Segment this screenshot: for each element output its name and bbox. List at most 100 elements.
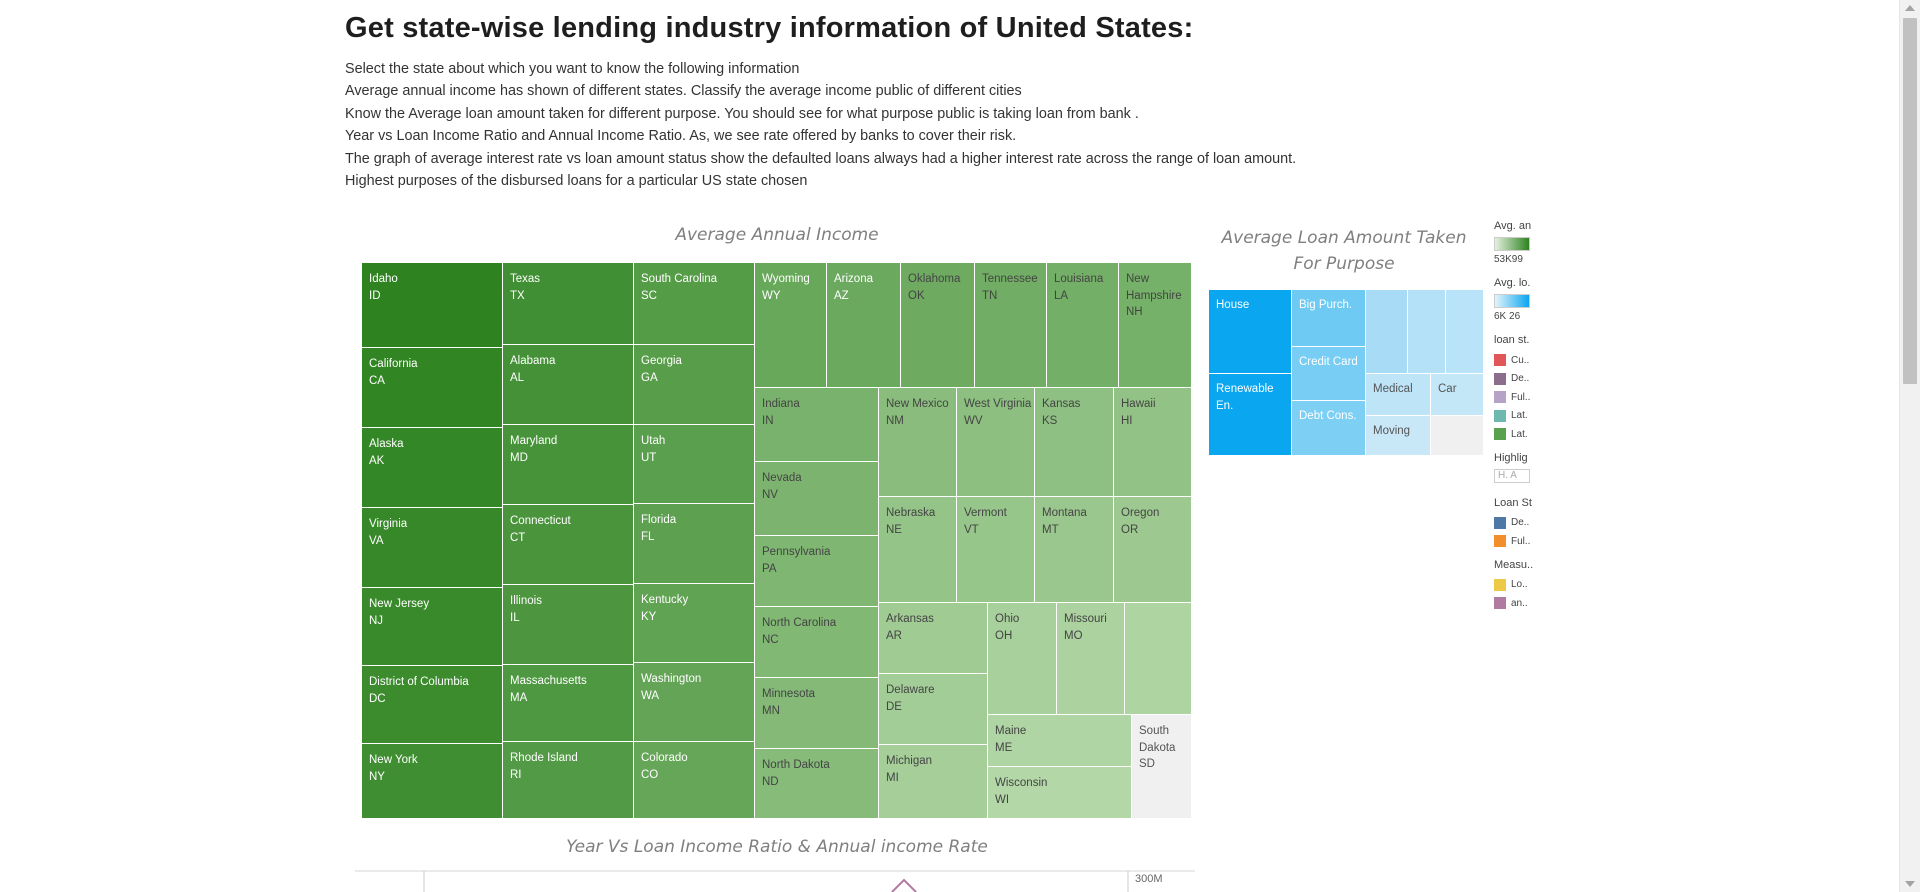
purpose-tile[interactable]	[1446, 290, 1484, 374]
state-tile[interactable]: New York NY	[362, 744, 503, 819]
state-tile[interactable]: Georgia GA	[634, 345, 755, 425]
state-name: Washington	[641, 673, 702, 685]
state-name: Vermont	[964, 507, 1007, 519]
state-tile[interactable]: Maine ME	[988, 715, 1132, 767]
state-tile[interactable]: New Jersey NJ	[362, 588, 503, 666]
state-tile[interactable]	[1125, 603, 1192, 715]
income-range: 53K99	[1494, 254, 1523, 265]
state-tile[interactable]: Minnesota MN	[755, 678, 879, 749]
purpose-label: Big Purch.	[1299, 299, 1353, 311]
state-tile[interactable]: Utah UT	[634, 425, 755, 504]
income-treemap[interactable]: Idaho ID California CA Alaska AK Virginia VA New…	[362, 263, 1192, 819]
legend-item[interactable]: an..	[1494, 594, 1534, 613]
purpose-tile[interactable]: Renewable En.	[1209, 374, 1292, 456]
purpose-tile[interactable]	[1408, 290, 1446, 374]
state-tile[interactable]: Connecticut CT	[503, 505, 634, 585]
purpose-tile[interactable]: Car	[1431, 374, 1484, 416]
purpose-tile[interactable]: Debt Cons.	[1292, 401, 1366, 456]
purpose-tile[interactable]: House	[1209, 290, 1292, 374]
purpose-tile[interactable]	[1431, 416, 1484, 456]
state-tile[interactable]: Nebraska NE	[879, 497, 957, 603]
state-name: South Carolina	[641, 273, 718, 285]
state-name: Ohio	[995, 613, 1020, 625]
state-tile[interactable]: West Virginia WV	[957, 388, 1035, 497]
state-tile[interactable]: Illinois IL	[503, 585, 634, 665]
purpose-chart-title-line1: Average Loan Amount Taken	[1221, 228, 1467, 248]
state-tile[interactable]: Ohio OH	[988, 603, 1057, 715]
purpose-tile[interactable]: Medical	[1366, 374, 1431, 416]
state-code: CA	[369, 374, 385, 387]
state-tile[interactable]: Alabama AL	[503, 345, 634, 425]
state-tile[interactable]: Massachusetts MA	[503, 665, 634, 742]
legend-item[interactable]: Lat.	[1494, 425, 1534, 444]
state-tile[interactable]: Virginia VA	[362, 508, 503, 588]
state-tile[interactable]: Maryland MD	[503, 425, 634, 505]
state-tile[interactable]: Delaware DE	[879, 674, 988, 745]
scrollbar-thumb[interactable]	[1903, 18, 1917, 384]
legend-item[interactable]: Ful..	[1494, 532, 1534, 551]
state-tile[interactable]: California CA	[362, 348, 503, 428]
purpose-treemap[interactable]: House Renewable En. Big Purch. Credit Card D…	[1209, 290, 1484, 456]
legend-item[interactable]: Cu..	[1494, 351, 1534, 370]
state-tile[interactable]: North Carolina NC	[755, 607, 879, 678]
purpose-tile[interactable]	[1366, 290, 1408, 374]
state-tile[interactable]: Tennessee TN	[975, 263, 1047, 388]
purpose-tile[interactable]: Credit Card	[1292, 347, 1366, 401]
state-tile[interactable]: New Hampshire NH	[1119, 263, 1192, 388]
state-tile[interactable]: Texas TX	[503, 263, 634, 345]
state-code: MD	[510, 451, 528, 464]
legend-swatch	[1494, 597, 1506, 610]
state-tile[interactable]: Pennsylvania PA	[755, 536, 879, 607]
state-tile[interactable]: Alaska AK	[362, 428, 503, 508]
state-tile[interactable]: Rhode Island RI	[503, 742, 634, 819]
state-tile[interactable]: New Mexico NM	[879, 388, 957, 497]
state-tile[interactable]: Arizona AZ	[827, 263, 901, 388]
state-tile[interactable]: Oregon OR	[1114, 497, 1192, 603]
state-name: Hawaii	[1121, 398, 1156, 410]
state-tile[interactable]: Indiana IN	[755, 388, 879, 462]
state-tile[interactable]: Montana MT	[1035, 497, 1114, 603]
state-tile[interactable]: Wisconsin WI	[988, 767, 1132, 819]
purpose-label: Credit Card	[1299, 356, 1358, 368]
state-tile[interactable]: Idaho ID	[362, 263, 503, 348]
state-name: Massachusetts	[510, 675, 587, 687]
state-tile[interactable]: Florida FL	[634, 504, 755, 584]
state-code: RI	[510, 768, 522, 781]
state-tile[interactable]: Vermont VT	[957, 497, 1035, 603]
state-name: Texas	[510, 273, 541, 285]
state-tile[interactable]: Oklahoma OK	[901, 263, 975, 388]
state-tile[interactable]: Missouri MO	[1057, 603, 1125, 715]
bottom-chart-series-line	[891, 878, 917, 892]
legend-item[interactable]: De..	[1494, 514, 1534, 533]
purpose-tile[interactable]: Moving	[1366, 416, 1431, 456]
state-tile[interactable]: North Dakota ND	[755, 749, 879, 819]
loan-gradient	[1494, 294, 1530, 308]
state-tile[interactable]: Hawaii HI	[1114, 388, 1192, 497]
scroll-down-arrow-icon[interactable]	[1905, 881, 1915, 887]
state-tile[interactable]: Wyoming WY	[755, 263, 827, 388]
state-tile[interactable]: South Carolina SC	[634, 263, 755, 345]
state-tile[interactable]: South Dakota SD	[1132, 715, 1192, 819]
purpose-tile[interactable]: Big Purch.	[1292, 290, 1366, 347]
legend-item[interactable]: De..	[1494, 370, 1534, 389]
state-tile[interactable]: Kentucky KY	[634, 584, 755, 663]
income-legend-title: Avg. an	[1494, 220, 1532, 232]
state-name: Alaska	[369, 438, 404, 450]
state-tile[interactable]: Louisiana LA	[1047, 263, 1119, 388]
legend-item[interactable]: Lat.	[1494, 407, 1534, 426]
state-code: TN	[982, 289, 998, 302]
state-tile[interactable]: District of Columbia DC	[362, 666, 503, 744]
state-tile[interactable]: Colorado CO	[634, 742, 755, 819]
purpose-label: Moving	[1373, 425, 1411, 437]
legend-label: Lat.	[1511, 410, 1528, 422]
state-tile[interactable]: Michigan MI	[879, 745, 988, 819]
state-tile[interactable]: Washington WA	[634, 663, 755, 742]
legend-item[interactable]: Ful..	[1494, 388, 1534, 407]
state-tile[interactable]: Nevada NV	[755, 462, 879, 536]
scroll-up-arrow-icon[interactable]	[1905, 5, 1915, 11]
state-tile[interactable]: Kansas KS	[1035, 388, 1114, 497]
highlight-input[interactable]: H. A	[1494, 468, 1530, 483]
state-tile[interactable]: Arkansas AR	[879, 603, 988, 674]
page-scrollbar[interactable]	[1899, 0, 1920, 892]
legend-item[interactable]: Lo..	[1494, 576, 1534, 595]
